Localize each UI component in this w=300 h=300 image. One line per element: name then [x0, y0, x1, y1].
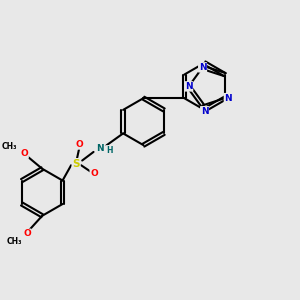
- Text: N: N: [96, 144, 104, 153]
- Text: N: N: [201, 107, 208, 116]
- Text: H: H: [106, 146, 112, 154]
- Text: O: O: [23, 229, 31, 238]
- Text: O: O: [20, 149, 28, 158]
- Text: CH₃: CH₃: [7, 237, 22, 246]
- Text: N: N: [224, 94, 232, 103]
- Text: N: N: [185, 82, 193, 91]
- Text: S: S: [72, 159, 80, 169]
- Text: O: O: [76, 140, 83, 149]
- Text: CH₃: CH₃: [2, 142, 17, 151]
- Text: O: O: [90, 169, 98, 178]
- Text: N: N: [199, 63, 206, 72]
